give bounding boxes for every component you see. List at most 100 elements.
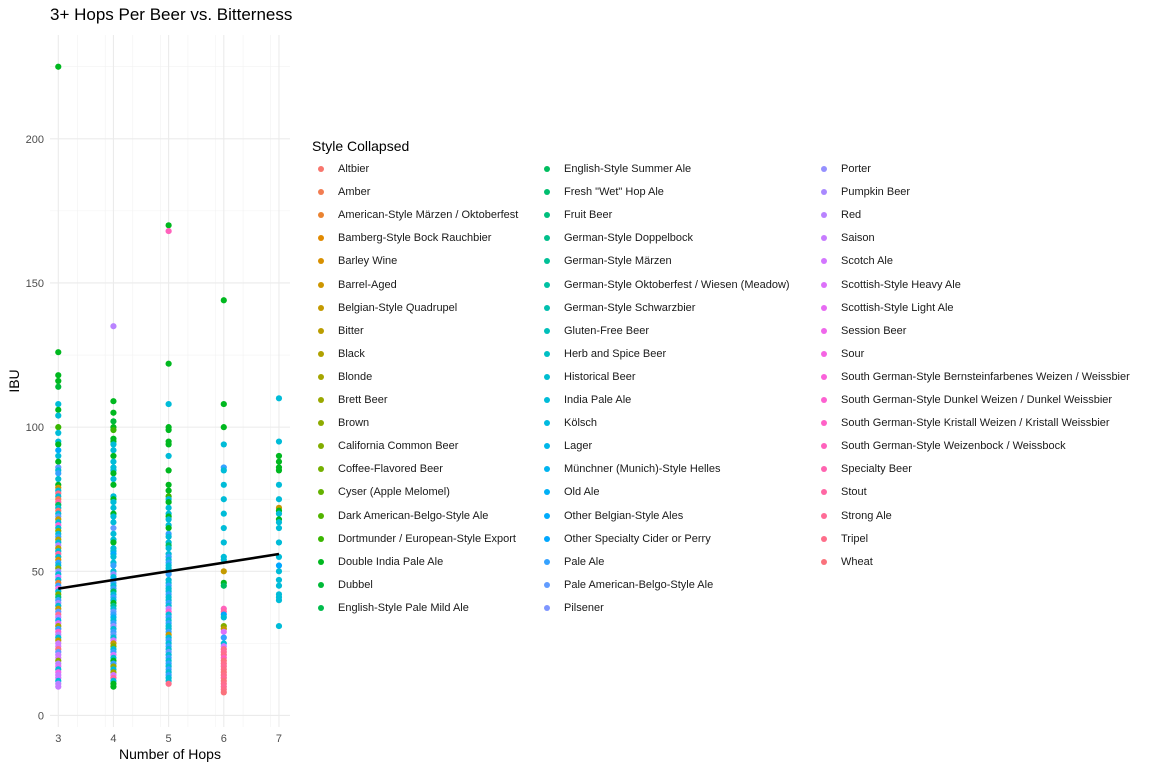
legend-label: German-Style Märzen	[564, 255, 672, 268]
legend-key	[544, 235, 550, 242]
legend-label: Bamberg-Style Bock Rauchbier	[338, 232, 492, 245]
data-point	[110, 562, 117, 569]
legend-label: Fruit Beer	[564, 209, 613, 222]
data-point	[275, 622, 283, 630]
legend-key	[544, 258, 550, 265]
data-point	[110, 470, 117, 477]
data-point	[110, 426, 117, 434]
data-point	[110, 441, 117, 448]
legend-key	[318, 604, 324, 611]
legend-label: Dark American-Belgo-Style Ale	[338, 509, 489, 522]
legend-label: Pumpkin Beer	[841, 186, 911, 199]
data-point	[220, 628, 227, 635]
legend-key	[318, 397, 324, 403]
legend-label: Gluten-Free Beer	[564, 324, 649, 337]
legend-label: Sour	[841, 347, 865, 360]
x-tick-label: 4	[110, 733, 116, 745]
data-point	[55, 458, 62, 465]
legend-key	[544, 350, 550, 357]
legend-label: Scottish-Style Light Ale	[841, 301, 954, 314]
data-point	[165, 452, 172, 460]
legend-key	[821, 258, 827, 265]
data-point	[55, 452, 62, 460]
legend-key	[318, 350, 324, 357]
data-point	[220, 481, 227, 488]
legend-label: Pale Ale	[564, 555, 605, 568]
legend-label: Other Specialty Cider or Perry	[564, 532, 711, 545]
legend-label: Saison	[841, 232, 875, 245]
data-point	[110, 519, 117, 526]
legend-label: Bitter	[338, 324, 364, 337]
data-point	[110, 539, 117, 546]
data-point	[165, 426, 172, 434]
legend-label: Lager	[564, 440, 593, 453]
chart-title: 3+ Hops Per Beer vs. Bitterness	[50, 5, 293, 24]
legend-key	[821, 489, 827, 496]
legend-key	[318, 489, 324, 496]
legend-label: Red	[841, 209, 862, 222]
legend-label: Porter	[841, 163, 871, 175]
data-point	[275, 481, 283, 488]
legend-label: Pale American-Belgo-Style Ale	[564, 578, 714, 591]
legend-key	[318, 466, 324, 473]
legend-label: Pilsener	[564, 601, 604, 614]
data-point	[55, 475, 62, 483]
legend-key	[544, 373, 550, 380]
data-point	[275, 438, 283, 445]
data-point	[220, 400, 227, 408]
legend-key	[544, 327, 550, 334]
data-point	[220, 689, 227, 696]
data-point	[165, 400, 172, 408]
data-point	[165, 499, 172, 506]
legend-label: Scotch Ale	[841, 255, 893, 268]
legend-key	[318, 235, 324, 242]
data-point	[55, 63, 62, 70]
data-point	[110, 475, 117, 483]
legend-key	[821, 512, 827, 519]
data-point	[165, 487, 172, 494]
data-point	[110, 452, 117, 460]
data-point	[165, 467, 172, 474]
data-point	[220, 510, 227, 517]
legend-label: Münchner (Munich)-Style Helles	[564, 463, 721, 476]
legend-label: Blonde	[338, 370, 373, 383]
data-point	[110, 530, 117, 537]
data-point	[220, 539, 227, 546]
data-point	[275, 539, 283, 546]
legend-key	[544, 443, 550, 450]
legend-key	[544, 581, 550, 588]
data-point	[275, 496, 283, 503]
legend-key	[318, 212, 324, 219]
legend-label: Barley Wine	[338, 255, 398, 268]
legend-key	[544, 512, 550, 519]
x-tick-label: 6	[221, 733, 227, 745]
data-point	[165, 222, 172, 229]
legend: Style Collapsed Altbier Amber American-Sty…	[312, 138, 1142, 628]
data-point	[110, 447, 117, 454]
legend-label: German-Style Doppelbock	[564, 232, 694, 245]
data-point	[110, 683, 117, 690]
data-point	[55, 377, 62, 385]
legend-key	[318, 443, 324, 450]
legend-key	[544, 397, 550, 403]
legend-label: Coffee-Flavored Beer	[338, 463, 443, 476]
legend-label: Session Beer	[841, 324, 907, 337]
data-point	[220, 467, 227, 474]
legend-key	[821, 420, 827, 427]
legend-label: Other Belgian-Style Ales	[564, 509, 684, 522]
data-point	[55, 447, 62, 454]
legend-key	[318, 535, 324, 542]
legend-label: Cyser (Apple Melomel)	[338, 486, 450, 499]
data-point	[220, 424, 227, 431]
x-tick-label: 7	[276, 733, 282, 745]
y-tick-label: 150	[26, 278, 44, 290]
data-point	[165, 227, 172, 235]
legend-key	[318, 304, 324, 311]
legend-key	[821, 166, 827, 172]
data-point	[110, 504, 117, 511]
data-point	[275, 576, 283, 584]
y-tick-label: 200	[26, 134, 44, 146]
legend-key	[821, 212, 827, 219]
legend-key	[821, 443, 827, 450]
data-point	[275, 510, 283, 517]
